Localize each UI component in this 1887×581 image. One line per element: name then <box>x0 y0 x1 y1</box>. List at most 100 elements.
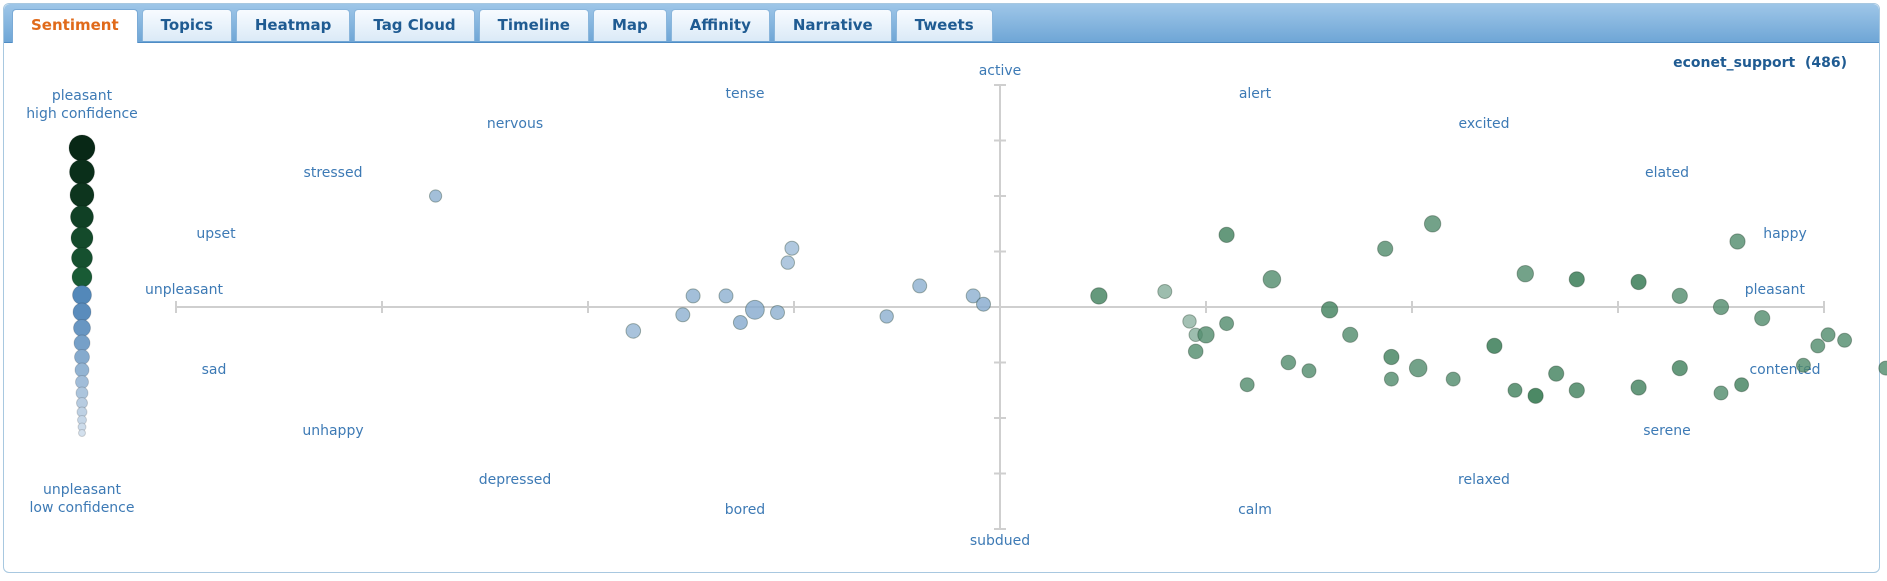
legend-circle <box>72 302 92 322</box>
tweet-point[interactable] <box>1383 348 1400 366</box>
tweet-point[interactable] <box>1527 387 1544 404</box>
tweet-point[interactable] <box>1713 385 1729 401</box>
tweet-point[interactable] <box>1445 371 1461 387</box>
tweet-point[interactable] <box>1568 382 1585 399</box>
tweet-point[interactable] <box>1671 287 1688 304</box>
tweet-point[interactable] <box>1486 337 1503 354</box>
legend-top-line1: pleasant <box>52 88 113 104</box>
circumplex-labels: active subdued pleasant unpleasant tense… <box>145 63 1821 549</box>
tweet-point[interactable] <box>976 296 991 312</box>
label-pleasant: pleasant <box>1745 282 1806 298</box>
tweet-point[interactable] <box>1568 271 1585 288</box>
legend-circle <box>71 266 93 288</box>
tweet-point[interactable] <box>1516 265 1535 283</box>
tweet-point[interactable] <box>1239 377 1255 393</box>
legend-circle <box>78 429 86 437</box>
legend-circle <box>69 159 95 185</box>
label-tense: tense <box>726 86 765 102</box>
tweet-point[interactable] <box>1197 326 1215 344</box>
legend-circle <box>69 182 95 208</box>
label-unpleasant: unpleasant <box>145 282 223 298</box>
tab-tweets[interactable]: Tweets <box>895 9 993 41</box>
tweet-point[interactable] <box>965 288 981 304</box>
tweet-point[interactable] <box>1187 343 1204 360</box>
label-serene: serene <box>1643 423 1690 439</box>
legend-circle <box>74 349 90 365</box>
tab-affinity[interactable]: Affinity <box>670 9 770 41</box>
label-alert: alert <box>1239 86 1272 102</box>
tab-map[interactable]: Map <box>592 9 667 41</box>
tweet-point[interactable] <box>429 189 443 203</box>
tweet-point[interactable] <box>1712 298 1730 316</box>
tweet-count: (486) <box>1804 55 1847 71</box>
tweet-point[interactable] <box>1262 270 1282 289</box>
axes <box>175 84 1825 530</box>
label-relaxed: relaxed <box>1458 472 1510 488</box>
tweet-point[interactable] <box>675 307 691 323</box>
tweet-point[interactable] <box>1423 215 1442 233</box>
label-calm: calm <box>1238 502 1272 518</box>
legend-circle <box>73 319 91 337</box>
tab-tag-cloud[interactable]: Tag Cloud <box>354 9 475 41</box>
tweet-point[interactable] <box>1734 377 1750 393</box>
legend-circle <box>71 247 93 269</box>
tab-heatmap[interactable]: Heatmap <box>235 9 351 41</box>
legend-circle <box>72 285 92 305</box>
tweet-point[interactable] <box>1219 316 1235 332</box>
tab-bar: Sentiment Topics Heatmap Tag Cloud Timel… <box>4 4 1879 43</box>
tweet-point[interactable] <box>912 278 928 294</box>
label-depressed: depressed <box>479 472 552 488</box>
tweet-point[interactable] <box>1320 301 1339 319</box>
tweet-point[interactable] <box>1878 360 1887 376</box>
tab-narrative[interactable]: Narrative <box>773 9 892 41</box>
tab-sentiment[interactable]: Sentiment <box>12 9 138 43</box>
tweet-point[interactable] <box>1548 365 1565 382</box>
tweet-point[interactable] <box>1280 354 1297 371</box>
tweet-point[interactable] <box>1218 226 1235 243</box>
tweet-point[interactable] <box>1810 338 1826 354</box>
label-sad: sad <box>202 362 227 378</box>
tab-topics[interactable]: Topics <box>141 9 232 41</box>
tweet-point[interactable] <box>1795 357 1811 373</box>
label-active: active <box>979 63 1022 79</box>
user-tweet-count: econet_support (486) <box>1673 55 1847 71</box>
legend-top-line2: high confidence <box>26 106 138 122</box>
label-happy: happy <box>1763 226 1807 242</box>
label-bored: bored <box>725 502 765 518</box>
label-unhappy: unhappy <box>302 423 363 439</box>
tweet-point[interactable] <box>784 240 800 256</box>
tweet-point[interactable] <box>625 323 642 339</box>
tab-timeline[interactable]: Timeline <box>478 9 589 41</box>
tweet-point[interactable] <box>718 288 734 304</box>
tweet-point[interactable] <box>745 299 765 320</box>
label-upset: upset <box>196 226 236 242</box>
tweet-point[interactable] <box>780 255 795 270</box>
tweet-point[interactable] <box>1408 358 1428 378</box>
tweet-point[interactable] <box>685 288 701 304</box>
tweet-point[interactable] <box>1377 240 1394 257</box>
tweet-point[interactable] <box>732 315 748 330</box>
legend-circle <box>70 226 94 250</box>
confidence-legend: pleasant high confidence unpleasant low … <box>26 88 138 516</box>
tweet-point[interactable] <box>1507 382 1523 398</box>
tweet-point[interactable] <box>879 309 894 324</box>
tweet-point[interactable] <box>770 305 785 320</box>
tweet-point[interactable] <box>1342 326 1359 343</box>
tweet-point[interactable] <box>1837 332 1853 348</box>
tweet-point[interactable] <box>1157 284 1173 299</box>
tweet-point[interactable] <box>1630 273 1647 291</box>
tweet-point[interactable] <box>1301 363 1317 379</box>
tweet-point[interactable] <box>1090 287 1108 305</box>
label-excited: excited <box>1459 116 1510 132</box>
tweet-point[interactable] <box>1754 310 1771 327</box>
tweet-point[interactable] <box>1182 314 1197 329</box>
tweet-point[interactable] <box>1820 327 1836 343</box>
label-nervous: nervous <box>487 116 543 132</box>
tweet-point[interactable] <box>1729 233 1746 250</box>
tweet-point[interactable] <box>1383 371 1399 387</box>
legend-bottom-line2: low confidence <box>30 500 135 516</box>
user-name: econet_support <box>1673 55 1796 71</box>
tweet-point[interactable] <box>1630 379 1647 396</box>
tweet-point[interactable] <box>1671 360 1688 377</box>
